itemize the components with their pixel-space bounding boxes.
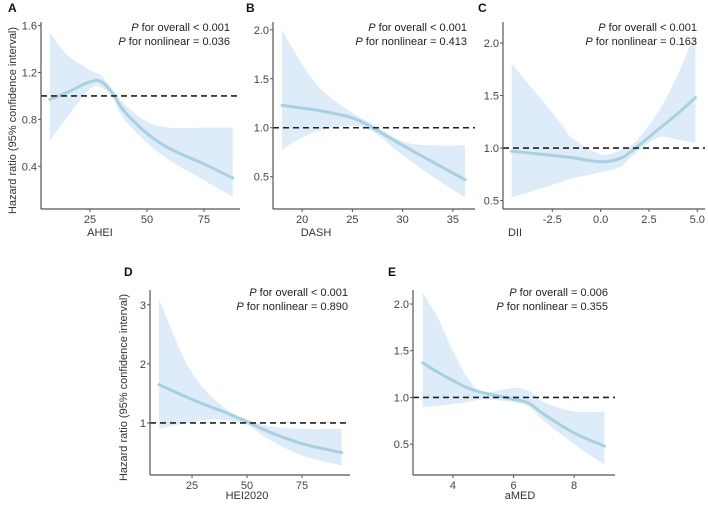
p-value-annotation: P for overall < 0.001 <box>368 22 467 34</box>
p-text: for overall < 0.001 <box>606 22 697 34</box>
y-tick-label: 2.0 <box>484 38 499 50</box>
hazard-ratio-line <box>510 96 697 164</box>
x-tick-label: 25 <box>346 214 358 226</box>
panel-a: 0.4 0.8 1.2 1.6 25 50 75 AHEI Hazard ratio (95% … <box>7 1 240 239</box>
y-tick-label: 0.5 <box>254 172 269 184</box>
hazard-ratio-line <box>48 78 235 180</box>
y-tick-label: 0.5 <box>484 196 499 208</box>
p-symbol: P <box>496 301 504 313</box>
p-symbol: P <box>355 36 363 48</box>
p-symbol: P <box>585 36 593 48</box>
panel-letter: B <box>246 1 255 15</box>
y-tick-label: 3 <box>140 300 146 312</box>
x-axis-label: DASH <box>301 227 332 239</box>
y-tick-label: 0.8 <box>22 114 37 126</box>
p-text: for overall = 0.006 <box>517 287 608 299</box>
y-tick-label: 1 <box>140 418 146 430</box>
x-tick-label: 8 <box>571 480 577 492</box>
x-tick-label: 35 <box>447 214 459 226</box>
p-symbol: P <box>368 22 376 34</box>
x-axis-label: AHEI <box>87 227 113 239</box>
p-text: for overall < 0.001 <box>376 22 467 34</box>
y-tick-label: 2 <box>140 359 146 371</box>
x-tick-label: 25 <box>84 214 96 226</box>
x-tick-label: 75 <box>296 480 308 492</box>
p-symbol: P <box>131 22 139 34</box>
p-text: for nonlinear = 0.890 <box>244 301 348 313</box>
p-value-annotation: P for nonlinear = 0.413 <box>355 36 467 48</box>
p-text: for nonlinear = 0.355 <box>504 301 608 313</box>
y-tick-label: 1.6 <box>22 21 37 33</box>
p-symbol: P <box>236 301 244 313</box>
p-value-annotation: P for nonlinear = 0.163 <box>585 36 697 48</box>
y-tick-label: 1.0 <box>484 143 499 155</box>
panel-c: 0.5 1.0 1.5 2.0 -2.5 0.0 2.5 5.0 DII C P for overa… <box>478 1 705 239</box>
p-text: for nonlinear = 0.036 <box>126 36 230 48</box>
confidence-band <box>282 29 465 198</box>
p-text: for nonlinear = 0.413 <box>363 36 467 48</box>
p-symbol: P <box>598 22 606 34</box>
x-tick-label: 4 <box>450 480 456 492</box>
y-tick-label: 2.0 <box>394 299 409 311</box>
p-value-annotation: P for overall < 0.001 <box>598 22 697 34</box>
y-tick-label: 0.4 <box>22 161 37 173</box>
confidence-band <box>511 32 696 198</box>
x-tick-label: 6 <box>510 480 516 492</box>
y-tick-label: 1.0 <box>394 392 409 404</box>
x-tick-label: -2.5 <box>543 214 562 226</box>
y-tick-label: 2.0 <box>254 25 269 37</box>
p-text: for overall < 0.001 <box>139 22 230 34</box>
x-tick-label: 75 <box>198 214 210 226</box>
hazard-ratio-line <box>280 103 467 182</box>
hazard-ratio-line <box>421 361 606 448</box>
p-value-annotation: P for overall < 0.001 <box>249 287 348 299</box>
p-text: for overall < 0.001 <box>257 287 348 299</box>
panel-letter: A <box>8 1 17 15</box>
y-tick-label: 1.2 <box>22 67 37 79</box>
y-tick-label: 1.0 <box>254 123 269 135</box>
y-tick-label: 1.5 <box>484 91 499 103</box>
panel-d: 1 2 3 25 50 75 HEI2020 Hazard ratio (95% confid… <box>118 265 350 502</box>
p-symbol: P <box>118 36 126 48</box>
p-value-annotation: P for nonlinear = 0.355 <box>496 301 608 313</box>
x-tick-label: 30 <box>397 214 409 226</box>
x-tick-label: 50 <box>241 480 253 492</box>
confidence-band <box>49 32 233 197</box>
y-axis-label: Hazard ratio (95% confidence interval) <box>118 294 130 481</box>
p-text: for nonlinear = 0.163 <box>593 36 697 48</box>
x-tick-label: 5.0 <box>690 214 705 226</box>
p-value-annotation: P for nonlinear = 0.890 <box>236 301 348 313</box>
x-tick-label: 2.5 <box>641 214 656 226</box>
confidence-band <box>159 298 342 466</box>
x-tick-label: 50 <box>141 214 153 226</box>
x-axis-label: DII <box>508 227 522 239</box>
panel-letter: D <box>124 265 133 279</box>
p-value-annotation: P for overall = 0.006 <box>509 287 608 299</box>
x-tick-label: 20 <box>296 214 308 226</box>
p-value-annotation: P for nonlinear = 0.036 <box>118 36 230 48</box>
x-tick-label: 25 <box>186 480 198 492</box>
x-axis-label: aMED <box>505 490 536 502</box>
panel-letter: C <box>478 1 487 15</box>
p-value-annotation: P for overall < 0.001 <box>131 22 230 34</box>
confidence-band <box>422 292 605 465</box>
panel-b: 0.5 1.0 1.5 2.0 20 25 30 35 DASH B P for overall <… <box>246 1 475 239</box>
hazard-ratio-line <box>157 383 344 455</box>
p-symbol: P <box>509 287 517 299</box>
p-symbol: P <box>249 287 257 299</box>
y-tick-label: 1.5 <box>254 74 269 86</box>
panel-e: 0.5 1.0 1.5 2.0 4 6 8 aMED E P for overall = 0.00… <box>388 265 615 502</box>
y-axis-label: Hazard ratio (95% confidence interval) <box>7 27 19 214</box>
panel-letter: E <box>388 265 396 279</box>
x-axis-label: HEI2020 <box>226 490 269 502</box>
y-tick-label: 1.5 <box>394 346 409 358</box>
x-tick-label: 0.0 <box>593 214 608 226</box>
y-tick-label: 0.5 <box>394 439 409 451</box>
